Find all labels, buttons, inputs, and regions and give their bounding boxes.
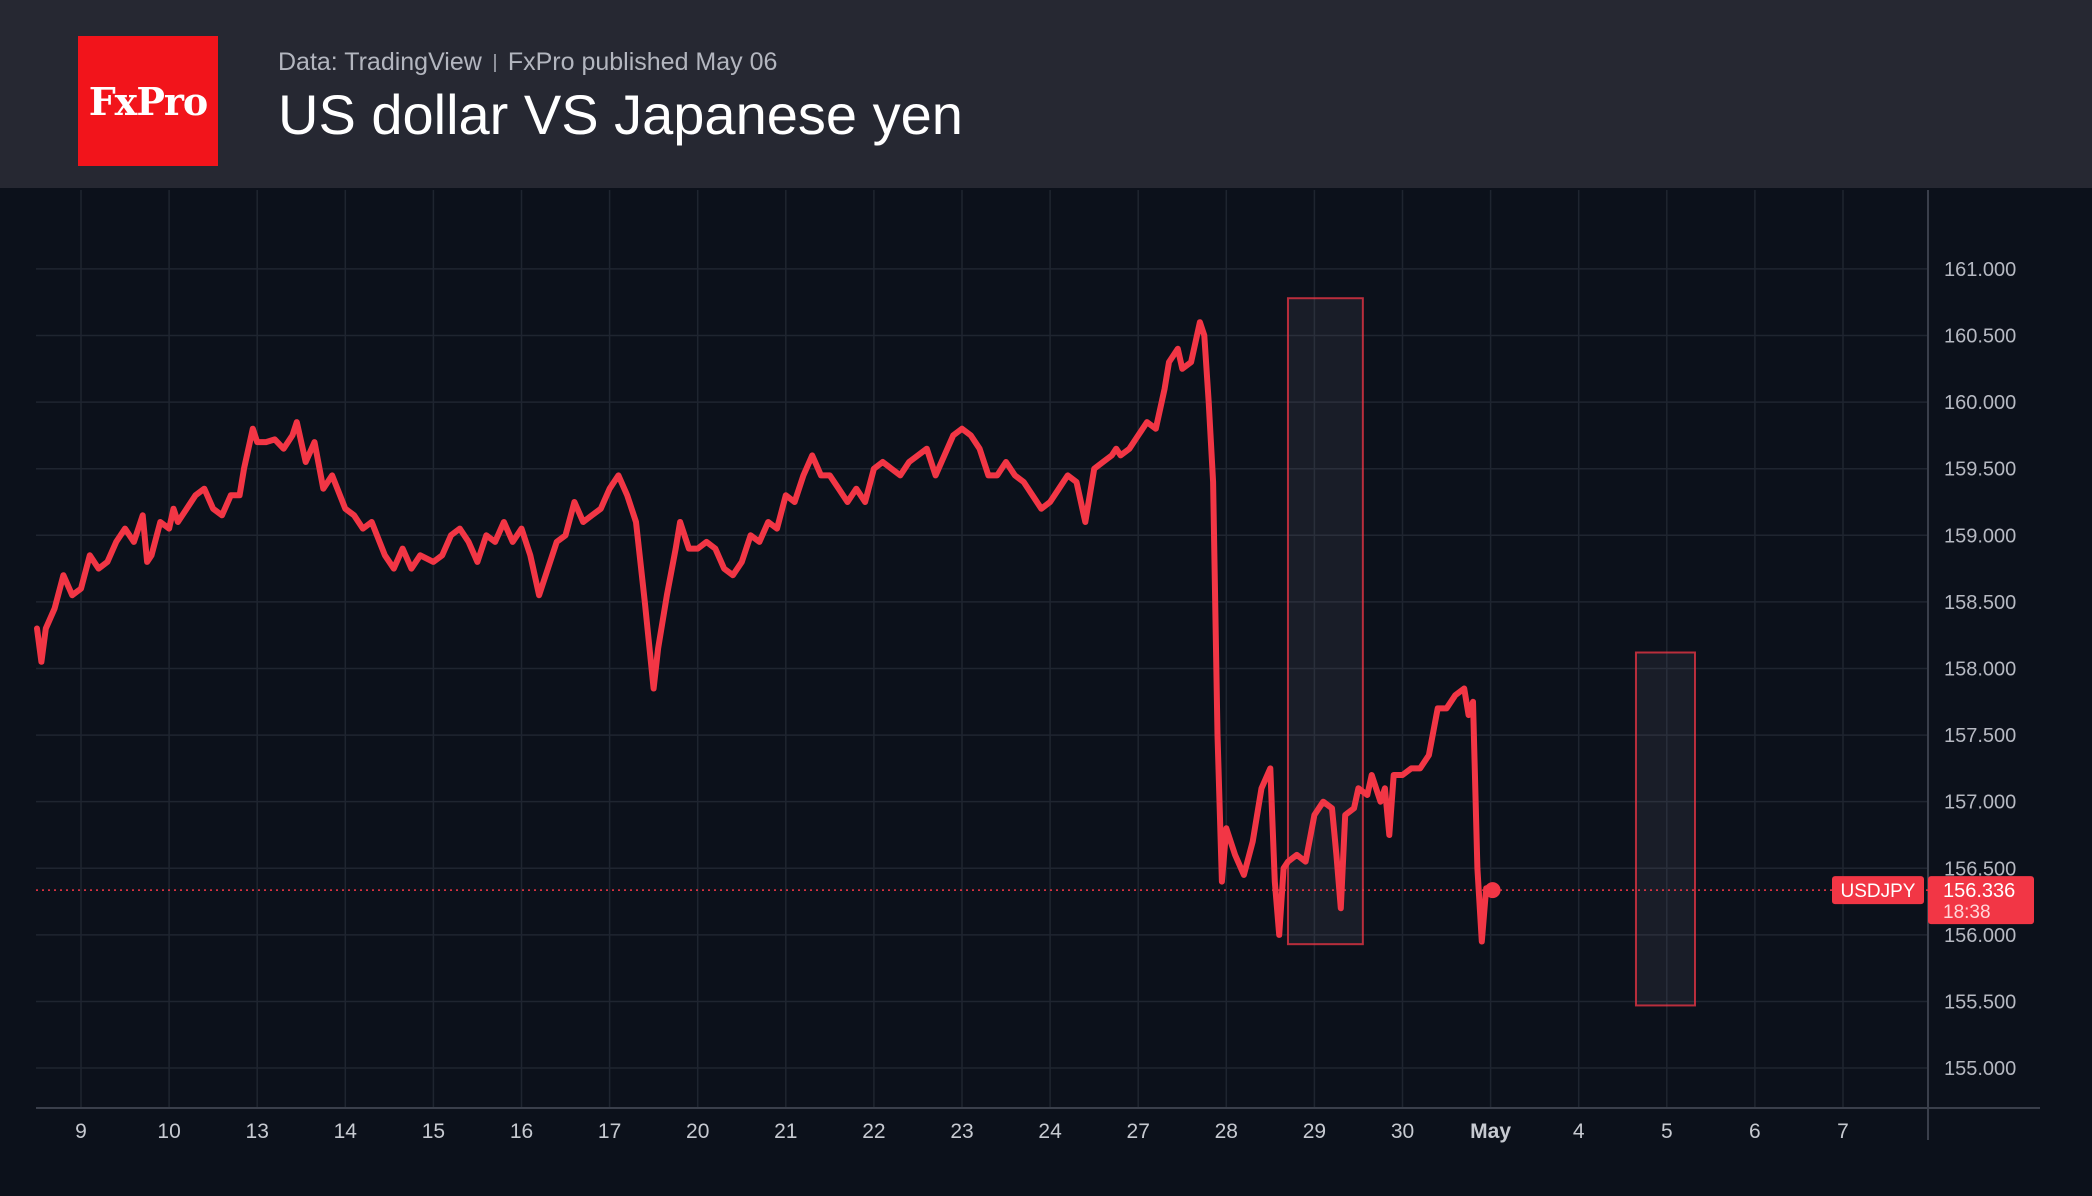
symbol-tag-bg bbox=[1832, 876, 1924, 905]
x-tick-label: 17 bbox=[598, 1120, 621, 1143]
x-tick-label: 16 bbox=[510, 1120, 533, 1143]
x-tick-label: 4 bbox=[1573, 1120, 1585, 1143]
y-tick-label: 158.500 bbox=[1944, 592, 2016, 614]
last-price-dot bbox=[1484, 882, 1501, 899]
x-tick-label: 24 bbox=[1038, 1120, 1062, 1143]
x-tick-label: 15 bbox=[422, 1120, 445, 1143]
y-tick-label: 158.000 bbox=[1944, 658, 2016, 680]
logo-text: FxPro bbox=[88, 78, 209, 124]
x-tick-label: 29 bbox=[1303, 1120, 1326, 1143]
y-tick-label: 160.500 bbox=[1944, 326, 2016, 348]
chart-meta: Data: TradingView FxPro published May 06 bbox=[278, 48, 777, 77]
x-tick-label: 21 bbox=[774, 1120, 797, 1143]
x-tick-label: 20 bbox=[686, 1120, 709, 1143]
x-tick-label: 7 bbox=[1837, 1120, 1849, 1143]
data-source: Data: TradingView bbox=[278, 48, 482, 76]
price-tag-countdown: 18:38 bbox=[1943, 902, 1991, 923]
x-tick-label: 30 bbox=[1391, 1120, 1414, 1143]
fxpro-logo: FxPro bbox=[78, 36, 218, 166]
x-tick-label: 28 bbox=[1215, 1120, 1238, 1143]
last-price-tag: USDJPY 156.336 18:38 bbox=[1832, 876, 2034, 925]
x-tick-label: 9 bbox=[75, 1120, 87, 1143]
y-tick-label: 157.500 bbox=[1944, 725, 2016, 747]
highlight-boxes bbox=[1286, 297, 1696, 1007]
meta-separator bbox=[493, 53, 496, 72]
x-axis-labels: 9 10 13 14 15 16 17 20 21 22 23 24 27 28 29 30 May 4 5 6 7 bbox=[75, 1120, 1849, 1143]
symbol-tag-label: USDJPY bbox=[1841, 881, 1916, 902]
x-tick-label: 13 bbox=[246, 1120, 269, 1143]
price-tag-bg bbox=[1928, 876, 2034, 925]
x-tick-label: 22 bbox=[862, 1120, 885, 1143]
highlight-box bbox=[1286, 297, 1364, 946]
x-tick-label: 14 bbox=[334, 1120, 358, 1143]
x-tick-label: 10 bbox=[157, 1120, 180, 1143]
y-tick-label: 159.000 bbox=[1944, 525, 2016, 547]
x-tick-label: May bbox=[1470, 1120, 1511, 1143]
y-tick-label: 156.000 bbox=[1944, 925, 2016, 947]
page-title: US dollar VS Japanese yen bbox=[278, 83, 963, 146]
price-tag-value: 156.336 bbox=[1943, 880, 2015, 902]
y-tick-label: 155.500 bbox=[1944, 991, 2016, 1013]
horizontal-grid bbox=[36, 268, 1928, 1069]
x-tick-label: 27 bbox=[1127, 1120, 1150, 1143]
y-tick-label: 156.500 bbox=[1944, 858, 2016, 880]
y-tick-label: 155.000 bbox=[1944, 1058, 2016, 1080]
x-tick-label: 6 bbox=[1749, 1120, 1761, 1143]
highlight-box bbox=[1634, 651, 1696, 1007]
header-bar: FxPro Data: TradingView FxPro published … bbox=[0, 0, 2092, 188]
y-tick-label: 157.000 bbox=[1944, 792, 2016, 814]
y-tick-label: 159.500 bbox=[1944, 459, 2016, 481]
y-tick-label: 161.000 bbox=[1944, 259, 2016, 281]
x-tick-label: 23 bbox=[950, 1120, 973, 1143]
published-date: FxPro published May 06 bbox=[507, 48, 778, 76]
series-line-usdjpy bbox=[34, 319, 1494, 945]
vertical-grid bbox=[80, 190, 1844, 1108]
y-tick-label: 160.000 bbox=[1944, 392, 2016, 414]
x-tick-label: 5 bbox=[1661, 1120, 1673, 1143]
y-axis-labels: 155.000 155.500 156.000 156.500 157.000 157.5… bbox=[1944, 259, 2016, 1080]
